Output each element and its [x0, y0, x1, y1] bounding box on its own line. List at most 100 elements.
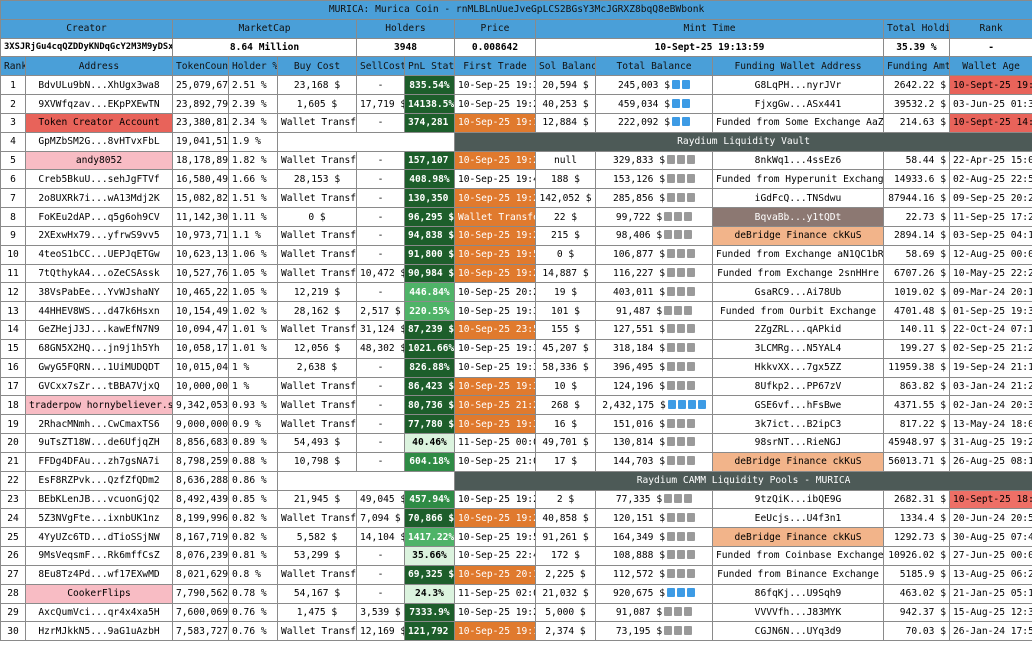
address-cell[interactable]: CookerFlips: [25, 583, 173, 604]
wallet-gray-icon[interactable]: [666, 343, 675, 353]
wallet-gray-icon[interactable]: [664, 606, 673, 616]
wallet-blue-icon[interactable]: [676, 588, 685, 598]
address-cell[interactable]: GwyG5FQRN...1UiMUDQDT: [25, 357, 173, 378]
col-header-rank[interactable]: Rank: [0, 56, 26, 77]
wallet-gray-icon[interactable]: [664, 305, 673, 315]
wallet-gray-icon[interactable]: [674, 230, 683, 240]
wallet-gray-icon[interactable]: [686, 512, 695, 522]
address-cell[interactable]: 68GN5X2HQ...jn9j1h5Yh: [25, 338, 173, 359]
wallet-gray-icon[interactable]: [686, 362, 695, 372]
address-cell[interactable]: BdvULu9bN...XhUgx3wa8: [25, 75, 173, 96]
wallet-gray-icon[interactable]: [686, 380, 695, 390]
funding-wallet-cell[interactable]: 9tzQiK...ibQE9G: [712, 489, 884, 510]
address-cell[interactable]: 2XExwHx79...yfrwS9vv5: [25, 225, 173, 246]
address-cell[interactable]: 38VsPabEe...YvWJshaNY: [25, 282, 173, 303]
address-cell[interactable]: 5Z3NVgFte...ixnbUK1nz: [25, 508, 173, 529]
funding-wallet-cell[interactable]: CGJN6N...UYq3d9: [712, 621, 884, 642]
funding-wallet-cell[interactable]: 3k7ict...B2ipC3: [712, 414, 884, 435]
wallet-gray-icon[interactable]: [686, 550, 695, 560]
funding-wallet-cell[interactable]: 86fqKj...U9Sqh9: [712, 583, 884, 604]
wallet-gray-icon[interactable]: [666, 362, 675, 372]
creator-address[interactable]: 3XSJRjGu4cqQZDDyKNDqGcY2M3M9yDSxVNy1963N…: [0, 37, 173, 58]
wallet-blue-icon[interactable]: [681, 117, 690, 127]
funding-wallet-cell[interactable]: Funded from Binance Exchange: [712, 564, 884, 585]
wallet-gray-icon[interactable]: [686, 324, 695, 334]
wallet-gray-icon[interactable]: [666, 531, 675, 541]
address-cell[interactable]: 44HHEV8WS...d47k6Hsxn: [25, 301, 173, 322]
funding-wallet-cell[interactable]: deBridge Finance ckKuS: [712, 451, 884, 472]
wallet-gray-icon[interactable]: [666, 173, 675, 183]
address-cell[interactable]: HzrMJkkN5...9aG1uAzbH: [25, 621, 173, 642]
wallet-gray-icon[interactable]: [684, 305, 693, 315]
wallet-blue-icon[interactable]: [687, 399, 696, 409]
wallet-gray-icon[interactable]: [676, 324, 685, 334]
col-header-funding-wallet[interactable]: Funding Wallet Address: [712, 56, 884, 77]
wallet-gray-icon[interactable]: [666, 286, 675, 296]
wallet-gray-icon[interactable]: [666, 380, 675, 390]
address-cell[interactable]: 4YyUZc6TD...dTioSSjNW: [25, 527, 173, 548]
funding-wallet-cell[interactable]: Funded from Hyperunit Exchange: [712, 169, 884, 190]
funding-wallet-cell[interactable]: deBridge Finance ckKuS: [712, 225, 884, 246]
wallet-gray-icon[interactable]: [676, 155, 685, 165]
wallet-gray-icon[interactable]: [666, 268, 675, 277]
address-cell[interactable]: BEbKLenJB...vcuonGjQ2: [25, 489, 173, 510]
wallet-gray-icon[interactable]: [686, 418, 695, 428]
address-cell[interactable]: GVCxx7sZr...tBBA7VjxQ: [25, 376, 173, 397]
wallet-gray-icon[interactable]: [686, 192, 695, 202]
wallet-gray-icon[interactable]: [676, 550, 685, 560]
col-header-total-balance[interactable]: Total Balance: [595, 56, 713, 77]
col-header-address[interactable]: Address: [25, 56, 173, 77]
funding-wallet-cell[interactable]: Funded from Exchange aN1QC1bRmsR: [712, 244, 884, 265]
wallet-blue-icon[interactable]: [671, 98, 680, 108]
col-header-holder-pct[interactable]: Holder %: [228, 56, 278, 77]
address-cell[interactable]: andy8052: [25, 150, 173, 171]
wallet-blue-icon[interactable]: [686, 588, 695, 598]
wallet-gray-icon[interactable]: [676, 286, 685, 296]
wallet-gray-icon[interactable]: [686, 249, 695, 259]
funding-wallet-cell[interactable]: deBridge Finance ckKuS: [712, 527, 884, 548]
wallet-gray-icon[interactable]: [666, 569, 675, 579]
wallet-gray-icon[interactable]: [664, 230, 673, 240]
col-header-sell-cost[interactable]: SellCost: [356, 56, 405, 77]
wallet-blue-icon[interactable]: [677, 399, 686, 409]
funding-wallet-cell[interactable]: 8nkWq1...4ssEz6: [712, 150, 884, 171]
funding-wallet-cell[interactable]: GSE6vf...hFsBwe: [712, 395, 884, 416]
funding-wallet-cell[interactable]: FjxgGw...ASx441: [712, 94, 884, 114]
wallet-blue-icon[interactable]: [681, 79, 690, 89]
address-cell[interactable]: 9uTsZT18W...de6UfjqZH: [25, 433, 173, 453]
col-header-token-count[interactable]: TokenCount: [172, 56, 229, 77]
funding-wallet-cell[interactable]: G8LqPH...nyrJVr: [712, 75, 884, 96]
wallet-gray-icon[interactable]: [676, 531, 685, 541]
funding-wallet-cell[interactable]: Funded from Ourbit Exchange: [712, 301, 884, 322]
wallet-gray-icon[interactable]: [674, 211, 683, 221]
wallet-gray-icon[interactable]: [664, 493, 673, 503]
wallet-gray-icon[interactable]: [684, 625, 693, 635]
wallet-gray-icon[interactable]: [676, 362, 685, 372]
funding-wallet-cell[interactable]: HkkvXX...7gx5ZZ: [712, 357, 884, 378]
address-cell[interactable]: FFDg4DFAu...zh7gsNA7i: [25, 451, 173, 472]
wallet-gray-icon[interactable]: [676, 437, 685, 447]
address-cell[interactable]: 8Eu8Tz4Pd...wf17EXwMD: [25, 564, 173, 585]
wallet-gray-icon[interactable]: [676, 268, 685, 277]
funding-wallet-cell[interactable]: Funded from Exchange 2snHHre: [712, 263, 884, 284]
wallet-gray-icon[interactable]: [684, 230, 693, 240]
wallet-gray-icon[interactable]: [686, 569, 695, 579]
wallet-gray-icon[interactable]: [674, 606, 683, 616]
address-cell[interactable]: 9XVWfqzav...EKpPXEwTN: [25, 94, 173, 114]
wallet-gray-icon[interactable]: [676, 192, 685, 202]
wallet-blue-icon[interactable]: [697, 399, 706, 409]
address-cell[interactable]: FoKEu2dAP...q5g6oh9CV: [25, 207, 173, 227]
wallet-blue-icon[interactable]: [681, 98, 690, 108]
wallet-gray-icon[interactable]: [686, 456, 695, 466]
wallet-gray-icon[interactable]: [686, 286, 695, 296]
wallet-gray-icon[interactable]: [676, 512, 685, 522]
wallet-gray-icon[interactable]: [676, 343, 685, 353]
address-cell[interactable]: EsF8RZPvk...QzfZfQDm2: [25, 470, 173, 491]
funding-wallet-cell[interactable]: 8Ufkp2...PP67zV: [712, 376, 884, 397]
wallet-gray-icon[interactable]: [676, 173, 685, 183]
address-cell[interactable]: GpMZbSM2G...8vHTvxFbL: [25, 131, 173, 152]
address-cell[interactable]: 2RhacMNmh...CwCmaxTS6: [25, 414, 173, 435]
wallet-gray-icon[interactable]: [686, 437, 695, 447]
wallet-gray-icon[interactable]: [666, 155, 675, 165]
col-header-sol-balance[interactable]: Sol Balance: [535, 56, 596, 77]
